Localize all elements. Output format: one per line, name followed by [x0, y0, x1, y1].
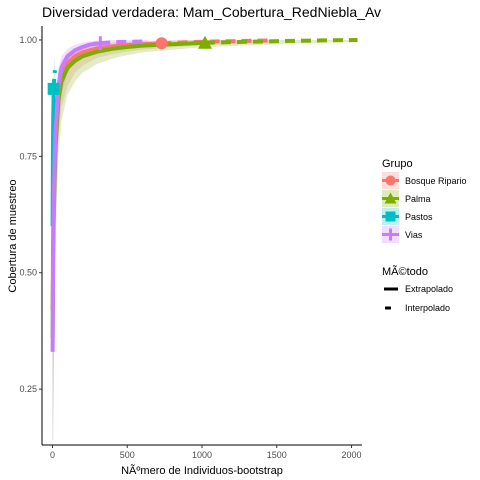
legend-label-extrapolado: Extrapolado: [405, 284, 453, 294]
y-axis-title: Cobertura de muestreo: [7, 179, 19, 292]
legend-marker-bosque-ripario: [385, 175, 396, 186]
observed-point-vias: [93, 36, 108, 51]
x-axis-ticks: 0 500 1000 1500 2000: [50, 445, 362, 460]
legend-label-palma: Palma: [405, 194, 431, 204]
legend-marker-palma: [384, 192, 397, 204]
confidence-band-vias: [52, 40, 149, 441]
legend-key-pastos: [382, 208, 399, 225]
confidence-band-bosque-ripario: [52, 40, 271, 441]
legend-label-pastos: Pastos: [405, 212, 433, 222]
confidence-bands: [52, 40, 358, 441]
legend-key-palma: [382, 190, 399, 207]
legend-marker-vias: [384, 228, 397, 241]
interpolated-line-palma: [50, 40, 206, 338]
y-axis-ticks: 0.25 0.50 0.75 1.00: [19, 35, 42, 394]
legend: Grupo Bosque Ripario Palma Pastos Vias MÃ©t…: [382, 158, 467, 313]
y-tick-label: 0.50: [19, 268, 37, 278]
observed-markers: [47, 35, 212, 95]
legend-marker-pastos: [385, 211, 396, 222]
legend-label-interpolado: Interpolado: [405, 303, 450, 313]
legend-label-vias: Vias: [405, 230, 423, 240]
observed-point-bosque-ripario: [155, 37, 168, 50]
y-tick-label: 0.75: [19, 151, 37, 161]
chart-title: Diversidad verdadera: Mam_Cobertura_RedN…: [42, 4, 381, 20]
legend-group-title: Grupo: [382, 158, 413, 170]
observed-point-pastos: [47, 82, 60, 95]
axes: [41, 26, 362, 446]
x-tick-label: 0: [50, 450, 55, 460]
x-tick-label: 2000: [342, 450, 362, 460]
y-tick-label: 0.25: [19, 384, 37, 394]
x-tick-label: 1000: [192, 450, 212, 460]
extrapolated-line-vias: [100, 39, 149, 46]
series-lines: [50, 38, 358, 352]
interpolated-line-vias: [50, 41, 101, 352]
legend-label-bosque-ripario: Bosque Ripario: [405, 176, 467, 186]
legend-key-vias: [382, 226, 399, 243]
x-tick-label: 500: [120, 450, 135, 460]
legend-method-title: MÃ©todo: [382, 265, 428, 278]
x-tick-label: 1500: [267, 450, 287, 460]
x-axis-title: NÃºmero de Individuos-bootstrap: [121, 464, 283, 477]
confidence-band-palma: [52, 40, 358, 441]
observed-point-palma: [197, 35, 212, 49]
extrapolated-line-palma: [204, 38, 358, 45]
legend-key-bosque-ripario: [382, 172, 399, 189]
y-tick-label: 1.00: [19, 35, 37, 45]
